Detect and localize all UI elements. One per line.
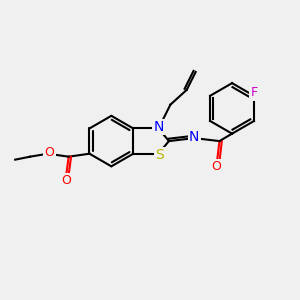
Text: F: F bbox=[250, 86, 257, 99]
Text: O: O bbox=[44, 146, 54, 159]
Text: N: N bbox=[153, 120, 164, 134]
Text: O: O bbox=[61, 174, 70, 187]
Text: S: S bbox=[156, 148, 164, 162]
Text: O: O bbox=[212, 160, 221, 173]
Text: N: N bbox=[189, 130, 200, 144]
